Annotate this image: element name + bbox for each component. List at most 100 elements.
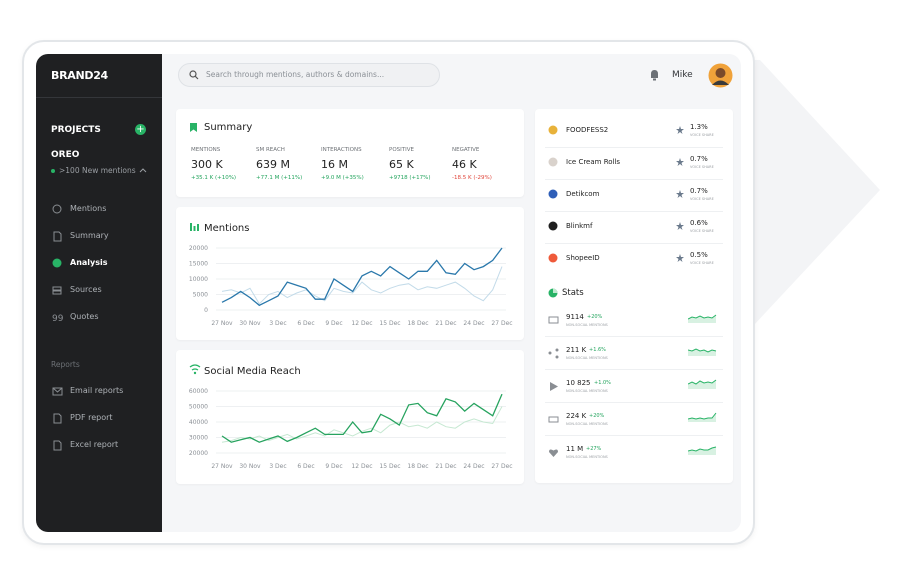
source-icon [548,221,558,231]
metric-value: 639 M [256,158,290,171]
stats-title: Stats [562,288,584,298]
project-name[interactable]: OREO [51,150,80,160]
source-note: VOICE SHARE [690,165,714,169]
report-item[interactable]: Email reports [70,386,124,395]
backdrop-shadow [740,60,880,340]
stat-change: +1.0% [594,380,611,386]
section-heading: PROJECTS [51,125,101,135]
chart: Mentions 0 5000 10000 15000 20000 27 Nov 30 No… [189,223,513,327]
add-project-button[interactable]: + [135,124,146,135]
menu-icon [52,286,62,295]
metric-change: +9.0 M (+35%) [321,175,364,181]
y-tick-label: 10000 [189,276,208,283]
menu-icon: 99 [52,314,64,324]
x-tick-label: 18 Dec [407,463,428,470]
metric-value: 16 M [321,158,348,171]
x-tick-label: 9 Dec [325,463,342,470]
stat-icon [548,416,559,423]
sparkline [688,348,717,356]
x-tick-label: 12 Dec [351,463,372,470]
avatar[interactable] [708,63,733,88]
chart-title: Social Media Reach [204,366,301,377]
stat-value: 11 M [566,445,584,453]
y-tick-label: 15000 [189,261,208,268]
x-tick-label: 6 Dec [297,463,314,470]
source-note: VOICE SHARE [690,197,714,201]
x-tick-label: 27 Dec [491,463,512,470]
stat-change: +20% [589,413,605,419]
stat-value: 224 K [566,412,587,420]
user-name[interactable]: Mike [672,70,693,80]
stat-value: 10 825 [566,379,591,387]
menu-item[interactable]: Mentions [70,204,107,213]
metric-label: MENTIONS [191,147,221,153]
source-share: 0.7% [690,187,708,195]
project-note: >100 New mentions [59,166,136,175]
source-name[interactable]: Blinkmf [566,222,593,230]
x-tick-label: 15 Dec [379,320,400,327]
source-note: VOICE SHARE [690,261,714,265]
series-line [221,247,503,307]
series-line [221,266,503,305]
x-tick-label: 15 Dec [379,463,400,470]
star-icon [676,254,684,262]
metric-change: +77.1 M (+11%) [256,175,303,181]
source-name[interactable]: FOODFESS2 [566,126,609,134]
source-note: VOICE SHARE [690,133,714,137]
brand: BRAND24 [51,69,108,82]
star-icon [676,190,684,198]
y-tick-label: 60000 [189,388,208,395]
x-tick-label: 27 Dec [491,320,512,327]
report-item[interactable]: PDF report [70,413,113,422]
reports-heading: Reports [51,360,80,369]
menu-item[interactable]: Summary [70,231,109,240]
star-icon [676,158,684,166]
report-icon [53,440,62,451]
chevron-icon[interactable] [139,167,147,173]
x-tick-label: 21 Dec [435,463,456,470]
metric-value: 300 K [191,158,223,171]
series-line [221,393,503,443]
stat-change: +1.6% [589,347,606,353]
source-name[interactable]: Ice Cream Rolls [566,158,621,166]
x-tick-label: 27 Nov [211,463,233,470]
source-name[interactable]: ShopeeID [566,254,600,262]
metric-label: POSITIVE [389,147,414,153]
chart: Social Media Reach 20000 30000 40000 50000 6… [189,364,513,470]
stat-value: 9114 [566,313,584,321]
search-box[interactable] [178,63,440,87]
source-name[interactable]: Detikcom [566,190,600,198]
divider [36,97,162,98]
source-icon [548,125,558,135]
menu-item[interactable]: Quotes [70,312,99,321]
x-tick-label: 24 Dec [463,320,484,327]
row-divider [545,147,723,148]
y-tick-label: 5000 [193,292,208,299]
stat-note: NON-SOCIAL MENTIONS [566,422,608,426]
metric-label: INTERACTIONS [321,147,362,153]
stats-icon [548,288,558,298]
x-tick-label: 27 Nov [211,320,233,327]
report-item[interactable]: Excel report [70,440,119,449]
metric-change: +9718 (+17%) [389,175,431,181]
status-dot [51,169,55,173]
search-placeholder: Search through mentions, authors & domai… [206,70,385,79]
report-icon [53,413,62,424]
menu-item[interactable]: Analysis [70,258,108,267]
menu-icon [52,204,62,214]
star-icon [676,126,684,134]
notification-icon[interactable] [649,69,660,81]
x-tick-label: 3 Dec [269,320,286,327]
metric-value: 46 K [452,158,477,171]
menu-item[interactable]: Sources [70,285,102,294]
svg-text:99: 99 [52,314,64,324]
menu-icon [52,258,62,268]
source-note: VOICE SHARE [690,229,714,233]
source-share: 0.6% [690,219,708,227]
source-icon [548,253,558,263]
stat-note: NON-SOCIAL MENTIONS [566,356,608,360]
stat-note: NON-SOCIAL MENTIONS [566,455,608,459]
x-tick-label: 30 Nov [239,320,261,327]
menu-icon [53,231,62,242]
metric-label: NEGATIVE [452,147,480,153]
